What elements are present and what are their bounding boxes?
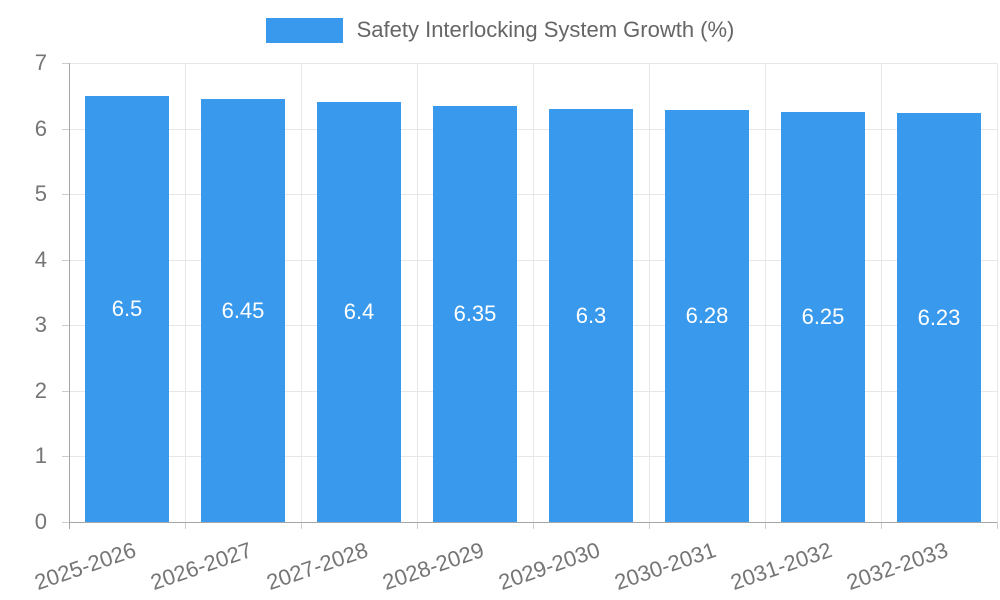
bar[interactable]	[201, 99, 285, 522]
bar-value-label: 6.25	[801, 304, 845, 329]
x-tick-mark	[765, 522, 766, 529]
y-axis-tick-label: 7	[34, 50, 47, 75]
y-axis-line	[69, 63, 70, 529]
bar[interactable]	[549, 109, 633, 522]
y-axis-tick-label: 4	[34, 247, 47, 272]
y-tick-mark	[62, 129, 69, 130]
x-tick-mark	[185, 522, 186, 529]
y-axis-tick-label: 3	[34, 312, 47, 337]
bar[interactable]	[85, 96, 169, 522]
bar-value-label: 6.4	[343, 299, 375, 324]
x-tick-mark	[417, 522, 418, 529]
bar[interactable]	[317, 102, 401, 522]
bar[interactable]	[433, 106, 517, 522]
chart-legend-item[interactable]: Safety Interlocking System Growth (%)	[0, 17, 1000, 43]
x-tick-mark	[881, 522, 882, 529]
y-tick-mark	[62, 194, 69, 195]
y-tick-mark	[62, 391, 69, 392]
x-axis-tick-label: 2032-2033	[843, 537, 951, 595]
y-axis-tick-label: 0	[34, 509, 47, 534]
x-axis-tick-label: 2027-2028	[263, 537, 371, 595]
x-tick-mark	[997, 522, 998, 529]
bar-value-label: 6.3	[575, 302, 607, 328]
y-axis-tick-label: 6	[34, 116, 47, 141]
x-gridline	[881, 63, 882, 522]
x-axis-tick-label: 2026-2027	[147, 537, 255, 595]
x-axis-tick-label: 2029-2030	[495, 537, 603, 595]
bar-value-label: 6.5	[111, 296, 143, 321]
x-gridline	[997, 63, 998, 522]
y-tick-mark	[62, 63, 69, 64]
bar[interactable]	[665, 110, 749, 522]
x-axis-tick-label: 2030-2031	[611, 537, 719, 595]
bar-value-label: 6.45	[221, 297, 265, 323]
x-gridline	[417, 63, 418, 522]
legend-swatch-icon	[265, 17, 343, 43]
x-axis-tick-label: 2025-2026	[31, 537, 139, 595]
x-axis-line	[69, 522, 997, 523]
bar[interactable]	[897, 113, 981, 522]
x-gridline	[533, 63, 534, 522]
y-axis-tick-label: 5	[34, 181, 47, 206]
bar-value-label: 6.28	[685, 303, 729, 328]
x-gridline	[649, 63, 650, 522]
x-gridline	[185, 63, 186, 522]
x-axis-tick-label: 2028-2029	[379, 537, 487, 595]
y-axis-tick-label: 1	[34, 443, 47, 468]
x-tick-mark	[533, 522, 534, 529]
y-tick-mark	[62, 522, 69, 523]
bar-value-label: 6.23	[917, 304, 961, 330]
x-tick-mark	[649, 522, 650, 529]
x-gridline	[765, 63, 766, 522]
y-tick-mark	[62, 456, 69, 457]
bar-value-label: 6.35	[453, 301, 497, 326]
y-tick-mark	[62, 260, 69, 261]
y-axis-tick-label: 2	[34, 378, 47, 403]
x-axis-tick-label: 2031-2032	[727, 537, 835, 595]
bar[interactable]	[781, 112, 865, 522]
x-tick-mark	[301, 522, 302, 529]
legend-label: Safety Interlocking System Growth (%)	[356, 17, 735, 42]
y-tick-mark	[62, 325, 69, 326]
x-gridline	[301, 63, 302, 522]
